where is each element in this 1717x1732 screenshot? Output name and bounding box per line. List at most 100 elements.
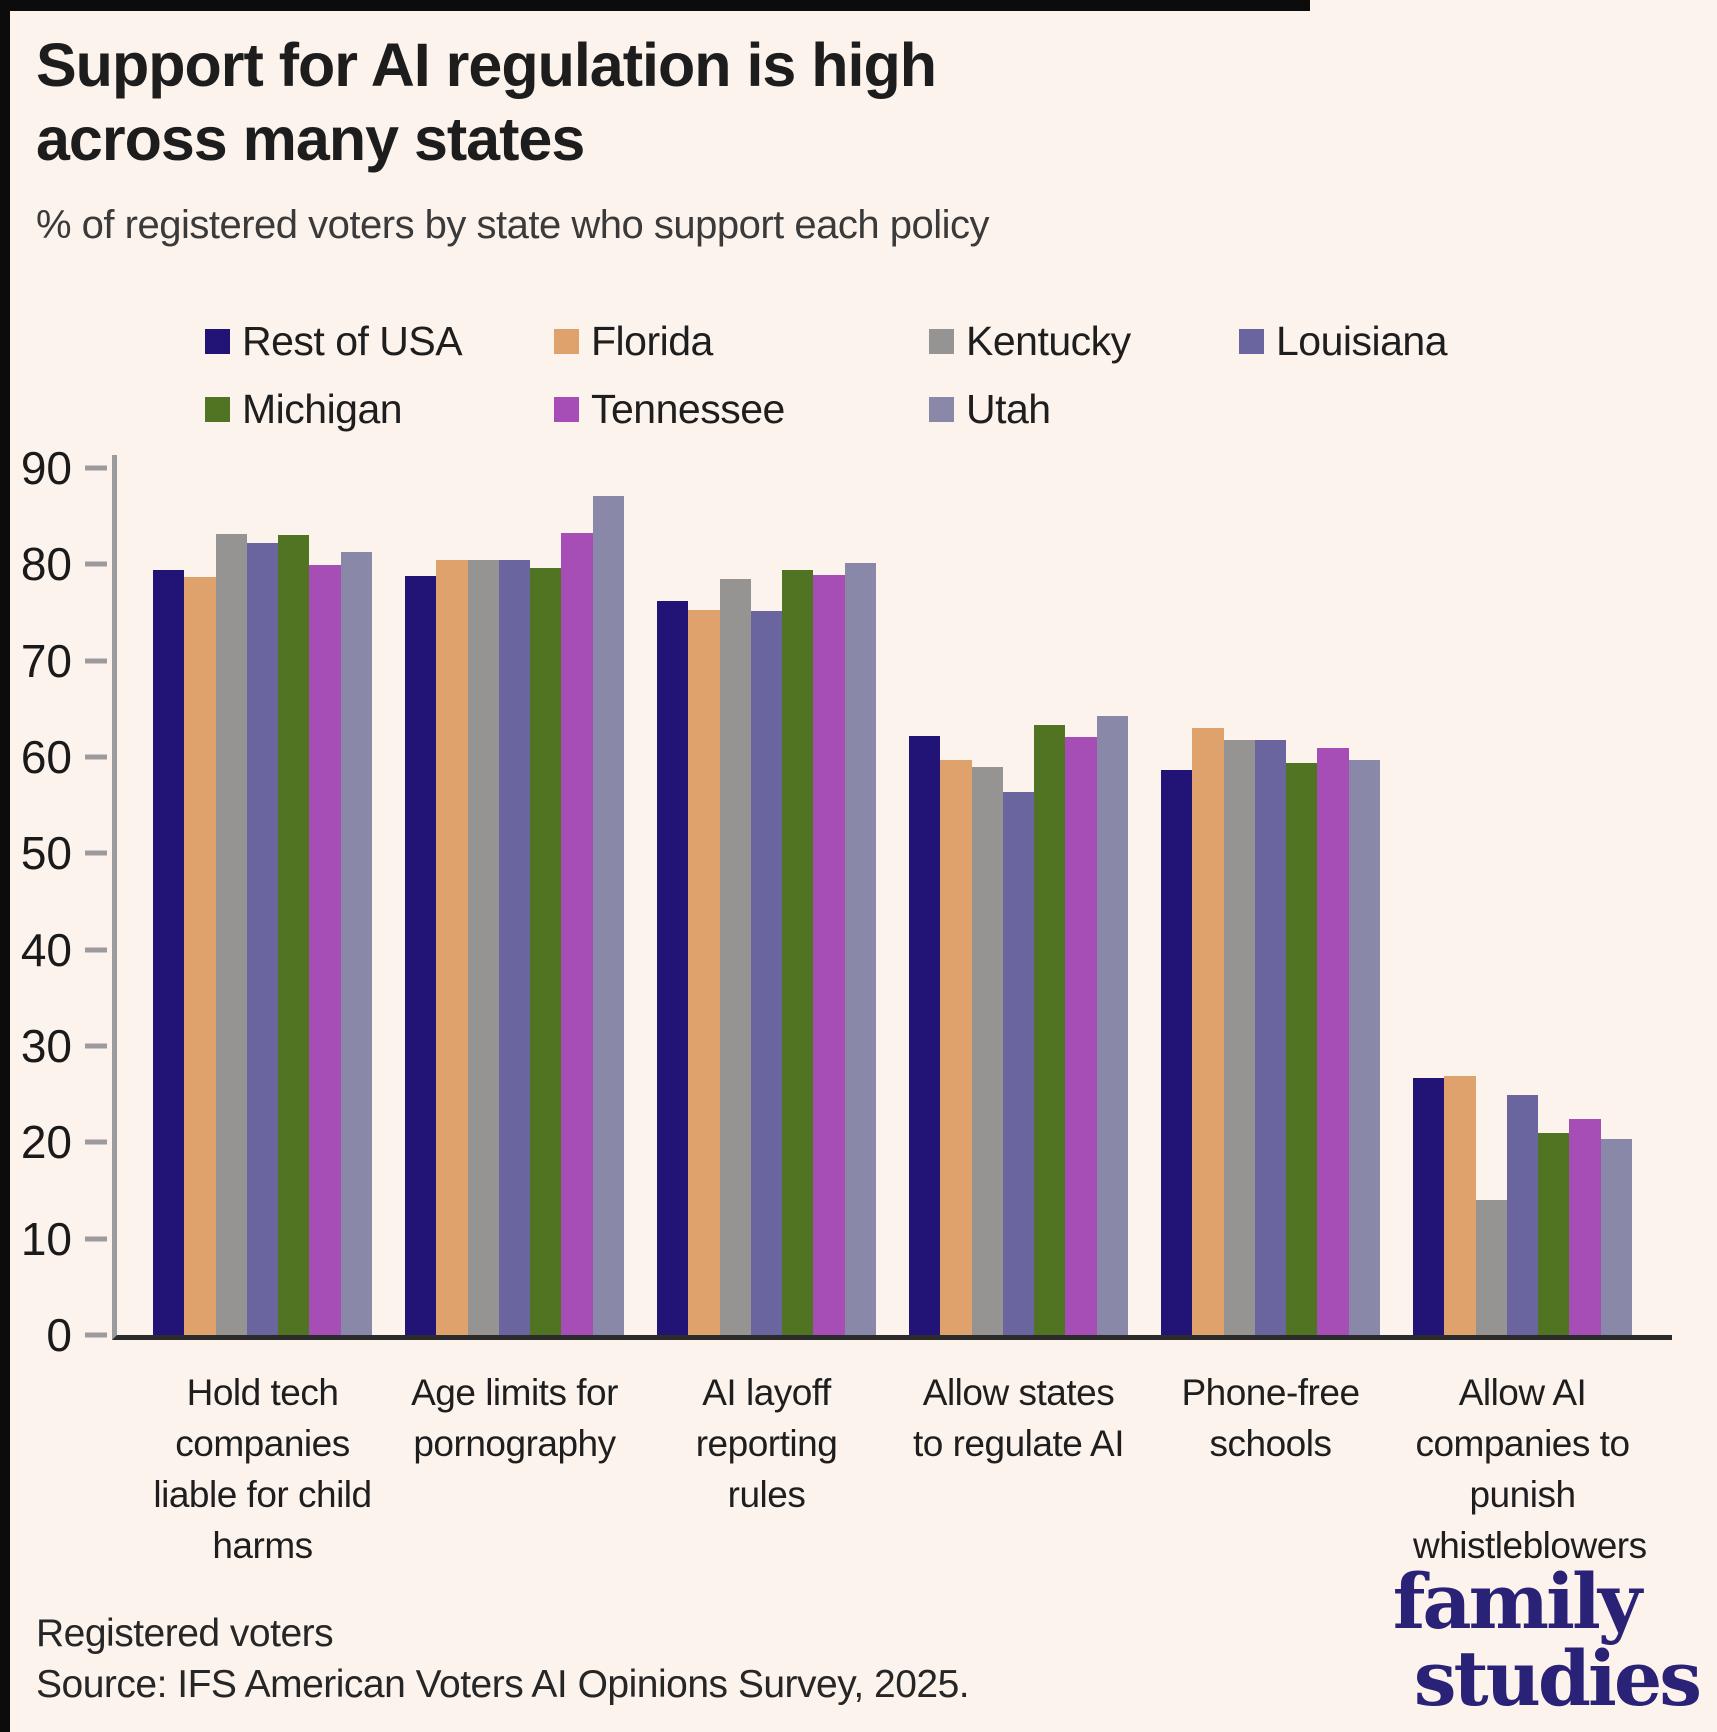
bar bbox=[1286, 762, 1318, 1335]
category-label: Hold tech companies liable for child har… bbox=[153, 1372, 372, 1567]
bar bbox=[844, 563, 876, 1335]
y-tick-label: 90 bbox=[20, 442, 72, 494]
title-line-1: Support for AI regulation is high bbox=[36, 31, 937, 99]
legend-item-kentucky: Kentucky bbox=[929, 318, 1239, 365]
y-tick bbox=[85, 1139, 107, 1145]
legend-label: Louisiana bbox=[1276, 318, 1448, 364]
screenshot-edge-left bbox=[0, 0, 10, 1732]
bar bbox=[1569, 1119, 1601, 1335]
bar bbox=[1065, 736, 1097, 1335]
legend-swatch bbox=[1239, 329, 1264, 354]
legend-item-tennessee: Tennessee bbox=[554, 386, 929, 433]
category-label: AI layoff reporting rules bbox=[695, 1372, 838, 1516]
legend-swatch bbox=[929, 329, 954, 354]
bar-group-6 bbox=[1413, 468, 1632, 1335]
x-axis-category-labels: Hold tech companies liable for child har… bbox=[117, 1367, 1647, 1571]
legend-swatch bbox=[205, 329, 230, 354]
y-tick bbox=[85, 947, 107, 953]
bar bbox=[1538, 1132, 1570, 1335]
bar bbox=[530, 568, 562, 1335]
bar bbox=[1161, 769, 1193, 1335]
bar bbox=[940, 759, 972, 1335]
y-tick bbox=[85, 658, 107, 664]
bar bbox=[971, 766, 1003, 1335]
y-tick bbox=[85, 1332, 107, 1338]
category-label: Phone-free schools bbox=[1181, 1372, 1360, 1465]
bar bbox=[1002, 791, 1035, 1335]
bar bbox=[782, 570, 814, 1335]
y-tick-label: 80 bbox=[20, 538, 72, 591]
bar bbox=[1096, 715, 1128, 1335]
bar bbox=[1506, 1095, 1539, 1335]
category-label: Allow states to regulate AI bbox=[912, 1372, 1125, 1465]
legend-item-michigan: Michigan bbox=[205, 386, 554, 433]
family-studies-logo: family studies bbox=[1392, 1556, 1702, 1718]
bar bbox=[1034, 725, 1066, 1335]
chart-subtitle: % of registered voters by state who supp… bbox=[36, 203, 990, 247]
y-tick-label: 30 bbox=[20, 1020, 72, 1073]
legend-label: Kentucky bbox=[966, 318, 1131, 364]
legend-item-florida: Florida bbox=[554, 318, 929, 365]
bar bbox=[1475, 1200, 1507, 1335]
legend-item-utah: Utah bbox=[929, 386, 1239, 433]
bar bbox=[909, 735, 941, 1335]
bar bbox=[1254, 739, 1287, 1335]
legend-label: Tennessee bbox=[591, 386, 785, 432]
footer: Registered voters Source: IFS American V… bbox=[36, 1608, 970, 1711]
plot-area: 0 10 20 30 40 50 60 70 80 90 Hold tech companies … bbox=[21, 442, 1672, 1566]
legend-swatch bbox=[554, 397, 579, 422]
bar bbox=[1192, 728, 1224, 1335]
category-label: Allow AI companies to punish whistleblow… bbox=[1413, 1372, 1647, 1567]
bar bbox=[1317, 748, 1349, 1335]
footer-note: Registered voters bbox=[36, 1612, 334, 1655]
legend-label: Utah bbox=[966, 386, 1051, 432]
chart-legend: Rest of USA Florida Kentucky Louisiana Michi… bbox=[205, 318, 1448, 433]
y-tick-label: 70 bbox=[20, 634, 72, 687]
bar bbox=[1223, 739, 1255, 1335]
bar bbox=[688, 609, 720, 1335]
title-line-2: across many states bbox=[36, 105, 585, 174]
bar bbox=[657, 600, 689, 1335]
bars-layer bbox=[117, 468, 1672, 1335]
bar bbox=[309, 565, 341, 1335]
legend-item-louisiana: Louisiana bbox=[1239, 318, 1448, 365]
bar bbox=[1444, 1075, 1476, 1335]
category-label: Age limits for pornography bbox=[411, 1372, 618, 1465]
bar bbox=[215, 534, 247, 1335]
y-tick-label: 20 bbox=[20, 1116, 72, 1169]
bar-group-1 bbox=[153, 468, 372, 1335]
footer-source: Source: IFS American Voters AI Opinions … bbox=[36, 1663, 970, 1707]
legend-swatch bbox=[205, 397, 230, 422]
bar bbox=[153, 570, 185, 1335]
y-tick bbox=[85, 1043, 107, 1049]
bar bbox=[278, 535, 310, 1335]
legend-swatch bbox=[554, 329, 579, 354]
bar bbox=[1348, 759, 1380, 1335]
logo-line-family: family bbox=[1392, 1556, 1642, 1646]
legend-label: Michigan bbox=[242, 386, 403, 432]
y-tick-label: 40 bbox=[20, 923, 72, 976]
bar-group-4 bbox=[909, 468, 1128, 1335]
bar bbox=[561, 532, 593, 1335]
bar bbox=[750, 610, 783, 1335]
bar bbox=[1600, 1139, 1632, 1335]
bar bbox=[813, 574, 845, 1335]
legend-swatch bbox=[929, 397, 954, 422]
y-tick bbox=[85, 561, 107, 567]
bar bbox=[498, 559, 531, 1335]
y-tick bbox=[85, 754, 107, 760]
legend-item-rest-of-usa: Rest of USA bbox=[205, 318, 554, 365]
y-tick bbox=[85, 850, 107, 856]
legend-label: Rest of USA bbox=[242, 318, 463, 364]
bar bbox=[1413, 1077, 1445, 1335]
bar bbox=[340, 551, 372, 1335]
page-title: Support for AI regulation is high across… bbox=[36, 28, 937, 177]
legend-label: Florida bbox=[591, 318, 713, 364]
bar bbox=[246, 543, 279, 1335]
bar bbox=[184, 576, 216, 1335]
bar bbox=[467, 559, 499, 1335]
y-tick bbox=[85, 1236, 107, 1242]
y-tick-label: 10 bbox=[20, 1212, 72, 1265]
bar bbox=[719, 578, 751, 1335]
